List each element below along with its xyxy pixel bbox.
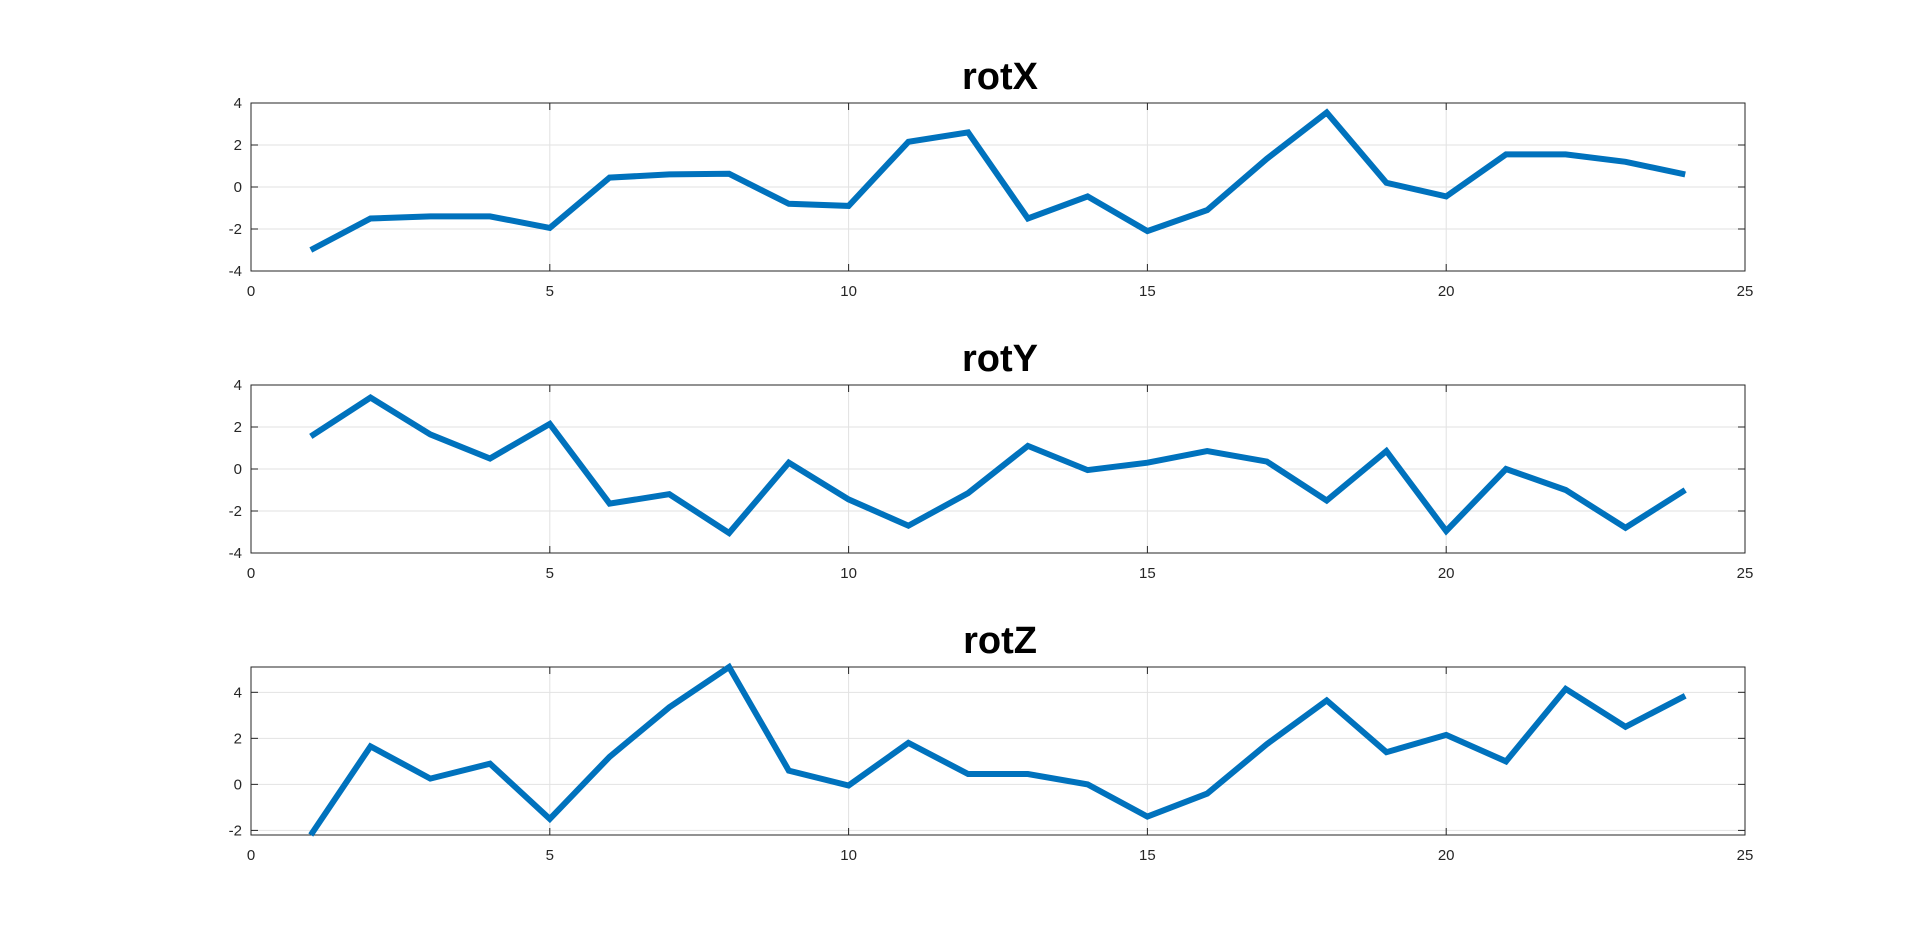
- y-tick-label: -4: [229, 263, 242, 280]
- y-tick-label: 0: [234, 179, 242, 196]
- y-tick-label: -4: [229, 545, 242, 562]
- subplot-rotY: 0 5 10 15 20 25 -4 -2 0 2 4 rotY: [229, 338, 1754, 582]
- x-tick-label: 0: [247, 283, 255, 300]
- x-tick-label: 5: [546, 847, 554, 864]
- series-line: [308, 662, 1687, 837]
- chart-title: rotY: [962, 338, 1038, 380]
- subplot-rotX: 0 5 10 15 20 25 -4 -2 0 2 4 rotX: [229, 56, 1754, 300]
- y-tick-label: 0: [234, 461, 242, 478]
- x-tick-label: 5: [546, 283, 554, 300]
- series-line: [309, 394, 1687, 537]
- x-tick-label: 25: [1737, 283, 1754, 300]
- x-tick-label: 5: [546, 565, 554, 582]
- y-tick-label: 4: [234, 377, 242, 394]
- y-tick-label: 4: [234, 95, 242, 112]
- y-tick-label: -2: [229, 221, 242, 238]
- x-tick-label: 15: [1139, 283, 1156, 300]
- y-tick-label: 4: [234, 684, 242, 701]
- y-tick-label: -2: [229, 822, 242, 839]
- y-tick-label: 2: [234, 137, 242, 154]
- chart-title: rotX: [962, 56, 1039, 98]
- y-tick-label: 0: [234, 776, 242, 793]
- subplot-rotZ: 0 5 10 15 20 25 -2 0 2 4 rotZ: [229, 620, 1754, 864]
- x-tick-label: 15: [1139, 565, 1156, 582]
- series-line: [309, 108, 1686, 253]
- chart-title: rotZ: [963, 620, 1037, 662]
- axes-box: [250, 666, 1746, 836]
- y-tick-label: -2: [229, 503, 242, 520]
- x-tick-label: 20: [1438, 847, 1455, 864]
- x-tick-label: 10: [840, 283, 857, 300]
- x-tick-label: 15: [1139, 847, 1156, 864]
- x-tick-label: 25: [1737, 847, 1754, 864]
- y-tick-label: 2: [234, 419, 242, 436]
- x-tick-label: 20: [1438, 283, 1455, 300]
- x-tick-label: 0: [247, 847, 255, 864]
- x-tick-label: 10: [840, 565, 857, 582]
- x-tick-label: 0: [247, 565, 255, 582]
- x-tick-label: 25: [1737, 565, 1754, 582]
- y-tick-label: 2: [234, 730, 242, 747]
- x-tick-label: 20: [1438, 565, 1455, 582]
- x-tick-label: 10: [840, 847, 857, 864]
